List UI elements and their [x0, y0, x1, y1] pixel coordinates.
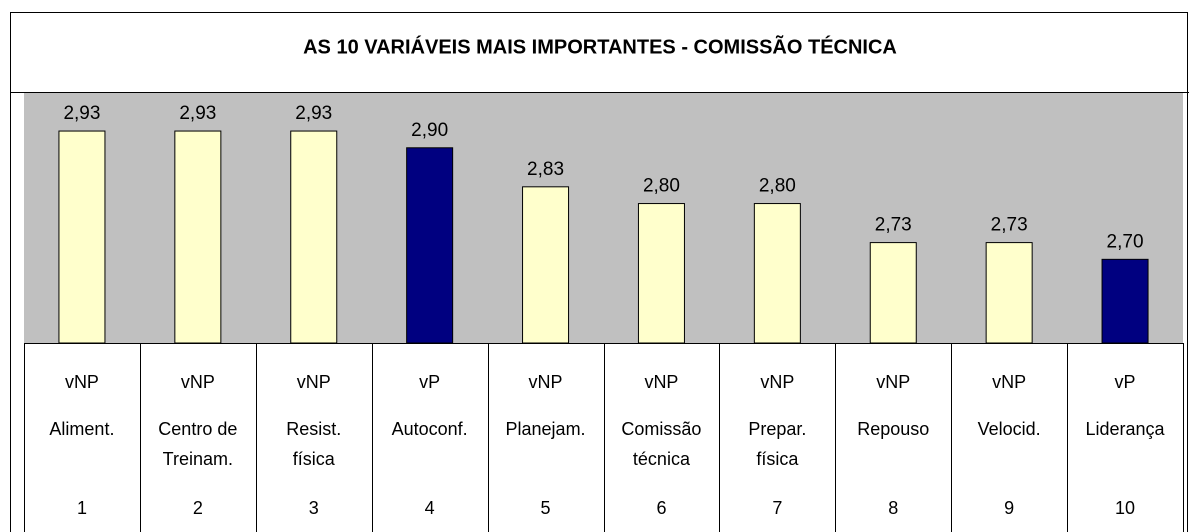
value-label: 2,93	[295, 103, 332, 124]
bar	[869, 242, 917, 344]
rank-label: 10	[1115, 498, 1136, 518]
category-label: Autoconf.	[391, 419, 468, 439]
group-label: vNP	[760, 372, 795, 392]
group-label: vNP	[528, 372, 563, 392]
category-label: Planejam.	[505, 419, 586, 439]
category-label: Liderança	[1085, 419, 1165, 439]
bar	[985, 242, 1033, 344]
group-label: vNP	[296, 372, 331, 392]
bar	[290, 130, 338, 344]
value-label: 2,80	[643, 176, 680, 197]
rank-label: 6	[656, 498, 667, 518]
bar	[1101, 258, 1149, 344]
category-label: Aliment.	[49, 419, 115, 439]
category-label: Resist. física	[286, 419, 342, 469]
category-label: Velocid.	[977, 419, 1041, 439]
group-label: vNP	[876, 372, 911, 392]
rank-label: 2	[192, 498, 203, 518]
rank-label: 1	[76, 498, 87, 518]
category-label: Repouso	[857, 419, 930, 439]
group-label: vNP	[644, 372, 679, 392]
bar	[174, 130, 222, 344]
value-label: 2,80	[759, 176, 796, 197]
group-label: vP	[419, 372, 441, 392]
group-label: vP	[1114, 372, 1136, 392]
category-label: Prepar. física	[748, 419, 807, 469]
category-label: Centro de Treinam.	[158, 419, 238, 469]
bar	[522, 186, 570, 344]
chart-title: AS 10 VARIÁVEIS MAIS IMPORTANTES - COMIS…	[303, 35, 897, 58]
group-label: vNP	[64, 372, 99, 392]
value-label: 2,73	[991, 215, 1028, 236]
value-label: 2,93	[179, 103, 216, 124]
rank-label: 9	[1004, 498, 1015, 518]
value-label: 2,73	[875, 215, 912, 236]
bar	[753, 203, 801, 344]
rank-label: 5	[540, 498, 551, 518]
bar	[406, 147, 454, 344]
value-label: 2,93	[63, 103, 100, 124]
rank-label: 3	[308, 498, 319, 518]
value-label: 2,70	[1107, 231, 1144, 252]
bar	[637, 203, 685, 344]
category-label: Comissão técnica	[621, 419, 702, 469]
rank-label: 8	[888, 498, 899, 518]
bar	[58, 130, 106, 344]
rank-label: 4	[424, 498, 435, 518]
rank-label: 7	[772, 498, 783, 518]
value-label: 2,90	[411, 120, 448, 141]
group-label: vNP	[992, 372, 1027, 392]
group-label: vNP	[180, 372, 215, 392]
value-label: 2,83	[527, 159, 564, 180]
